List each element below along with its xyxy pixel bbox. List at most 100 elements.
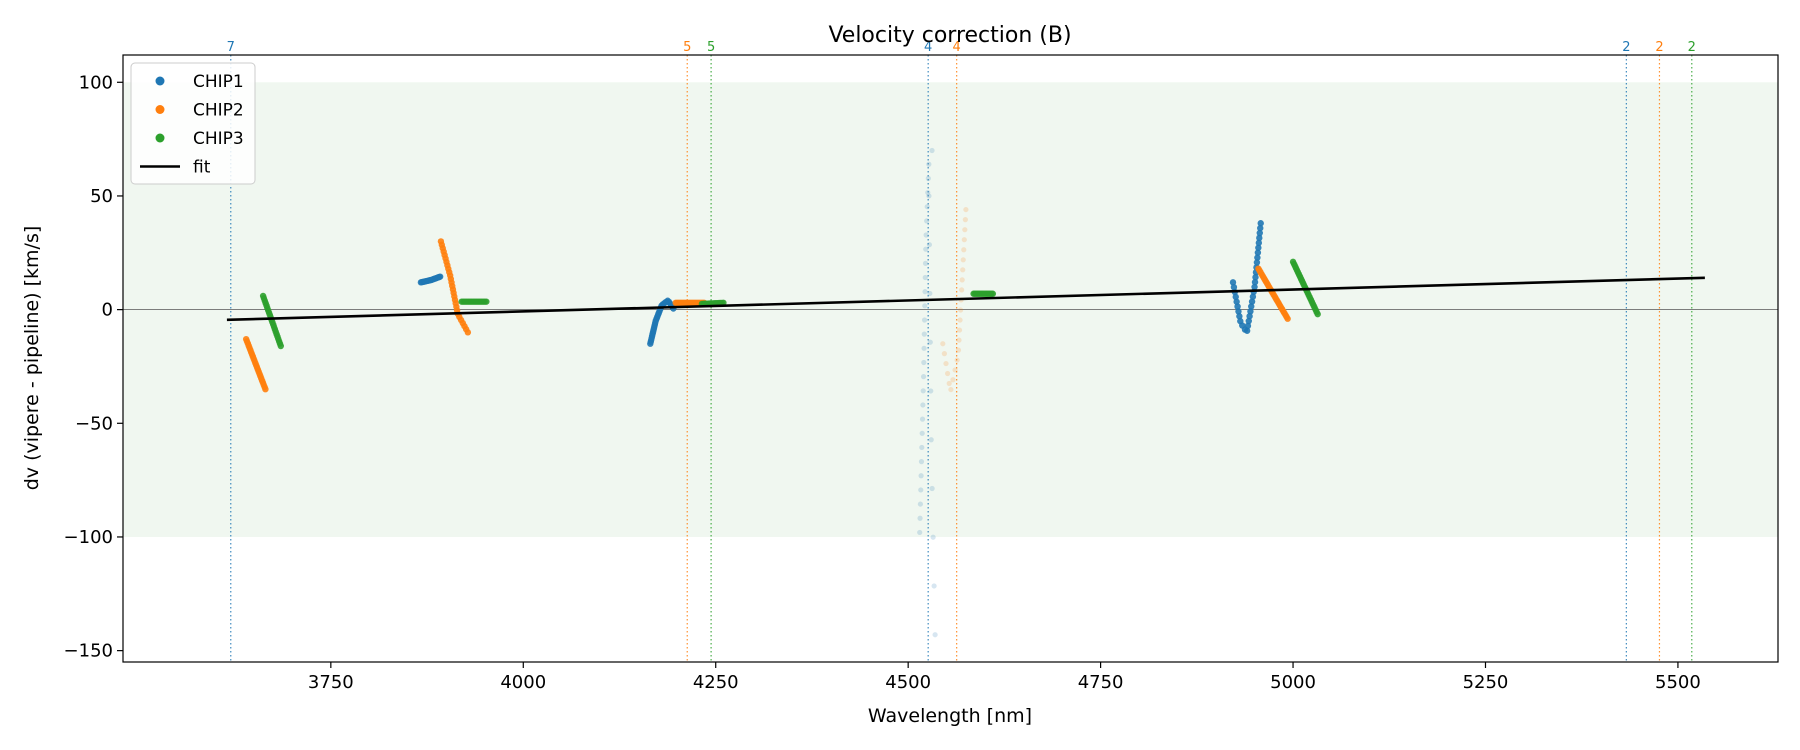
plot-frame	[122, 54, 1779, 663]
point-chip2-3-4	[946, 380, 952, 387]
point-chip1-4-6	[1235, 308, 1242, 315]
point-chip2-3-6	[950, 377, 956, 383]
x-tick-label-7: 5500	[1655, 672, 1701, 693]
point-chip1-3-7	[930, 534, 936, 540]
point-chip1-4-1	[1230, 283, 1238, 291]
point-chip2-1-27	[464, 329, 472, 336]
x-tick-label-0: 3750	[308, 672, 354, 693]
point-chip1-2-27	[929, 147, 935, 154]
legend-label-chip1: CHIP1	[193, 72, 244, 92]
x-tick-label-5: 5000	[1270, 672, 1316, 693]
y-axis-label: dv (vipere - pipeline) [km/s]	[21, 226, 43, 491]
point-chip3-1-15	[483, 298, 490, 305]
point-chip1-4-26	[1254, 254, 1261, 261]
point-chip1-3-9	[932, 632, 938, 638]
legend-label-chip3: CHIP3	[193, 129, 244, 149]
point-chip1-4-13	[1245, 317, 1252, 325]
point-chip1-4-17	[1248, 298, 1256, 305]
y-tick-label-0: 100	[79, 72, 113, 93]
x-tick-label-3: 4500	[885, 672, 931, 693]
y-axis-ticks: 100 50 0 −50 −100 −150	[64, 72, 123, 662]
x-tick-label-4: 4750	[1078, 672, 1124, 693]
chart-title: Velocity correction (B)	[828, 23, 1071, 48]
point-chip1-4-29	[1255, 239, 1263, 247]
point-chip1-3-0	[926, 193, 932, 199]
x-axis-label: Wavelength [nm]	[868, 705, 1032, 727]
point-chip1-2-1	[917, 515, 923, 521]
point-chip2-3-17	[960, 267, 966, 273]
point-chip1-2-10	[920, 388, 926, 394]
legend-label-fit: fit	[193, 158, 211, 178]
point-chip2-3-2	[943, 360, 949, 367]
point-chip2-3-15	[959, 287, 965, 293]
point-chip1-4-4	[1233, 298, 1240, 305]
point-chip2-3-23	[963, 206, 969, 213]
point-chip1-4-28	[1255, 244, 1262, 251]
legend-marker-chip3	[155, 133, 165, 143]
x-tick-label-2: 4250	[693, 672, 739, 693]
point-chip1-2-3	[918, 487, 924, 493]
data-points	[242, 147, 1321, 638]
point-chip1-4-3	[1232, 293, 1239, 301]
point-chip3-0-21	[277, 342, 284, 350]
point-chip1-2-21	[923, 232, 929, 238]
point-chip1-2-26	[926, 161, 932, 167]
point-chip1-2-24	[925, 189, 931, 196]
point-chip1-4-16	[1248, 303, 1255, 310]
vline-label-3: 4	[924, 40, 932, 55]
point-chip3-4-25	[1314, 310, 1321, 318]
point-chip1-2-8	[919, 416, 926, 422]
point-chip2-3-8	[954, 357, 960, 363]
point-chip2-3-20	[961, 237, 967, 243]
point-chip2-0-23	[262, 385, 269, 393]
point-chip1-4-15	[1247, 308, 1254, 315]
point-chip2-4-27	[1284, 315, 1291, 322]
point-chip1-4-0	[1229, 279, 1237, 286]
vline-label-1: 5	[683, 40, 691, 55]
point-chip1-4-27	[1254, 249, 1262, 256]
point-chip1-2-7	[919, 430, 925, 436]
vline-label-0: 7	[227, 40, 235, 55]
point-chip1-4-30	[1256, 234, 1263, 242]
point-chip2-3-21	[962, 227, 968, 233]
y-tick-label-4: −100	[64, 527, 113, 548]
point-chip2-3-0	[940, 341, 946, 347]
legend-label-chip2: CHIP2	[193, 101, 244, 121]
point-chip2-3-1	[941, 351, 948, 357]
vline-label-6: 2	[1655, 40, 1663, 55]
legend: CHIP1 CHIP2 CHIP3 fit	[130, 62, 256, 185]
x-tick-label-6: 5250	[1463, 672, 1509, 693]
point-chip2-3-11	[956, 327, 963, 333]
point-chip2-3-16	[959, 277, 965, 283]
point-chip1-3-1	[926, 242, 933, 248]
point-chip1-4-21	[1251, 278, 1259, 286]
point-chip1-2-6	[919, 444, 925, 451]
point-chip1-3-8	[931, 583, 937, 589]
point-chip1-4-32	[1257, 224, 1264, 232]
point-chip2-3-9	[955, 347, 962, 353]
point-chip1-4-33	[1257, 220, 1264, 227]
point-chip1-4-11	[1243, 327, 1251, 334]
point-chip1-2-15	[921, 317, 928, 323]
point-chip1-3-5	[928, 437, 934, 443]
y-tick-label-3: −50	[75, 413, 113, 434]
y-tick-label-2: 0	[102, 300, 113, 321]
point-chip1-3-4	[928, 388, 934, 394]
point-chip1-2-4	[918, 473, 924, 479]
point-chip2-3-10	[956, 337, 962, 343]
point-chip1-2-13	[921, 345, 927, 351]
point-chip1-2-20	[923, 246, 929, 252]
point-chip1-2-5	[918, 459, 925, 465]
point-chip1-4-14	[1246, 312, 1253, 320]
point-chip1-2-19	[922, 260, 929, 266]
point-chip1-0-17	[436, 273, 444, 280]
point-chip1-4-22	[1252, 274, 1259, 281]
point-chip2-3-13	[957, 307, 964, 313]
vline-label-4: 4	[953, 40, 961, 55]
point-chip1-2-9	[920, 402, 926, 408]
x-axis-ticks: 3750 4000 4250 4500 4750 5000 5250 5500	[308, 662, 1701, 693]
point-chip2-3-22	[962, 217, 968, 223]
point-chip1-4-7	[1236, 313, 1243, 320]
point-chip1-2-25	[925, 175, 931, 181]
